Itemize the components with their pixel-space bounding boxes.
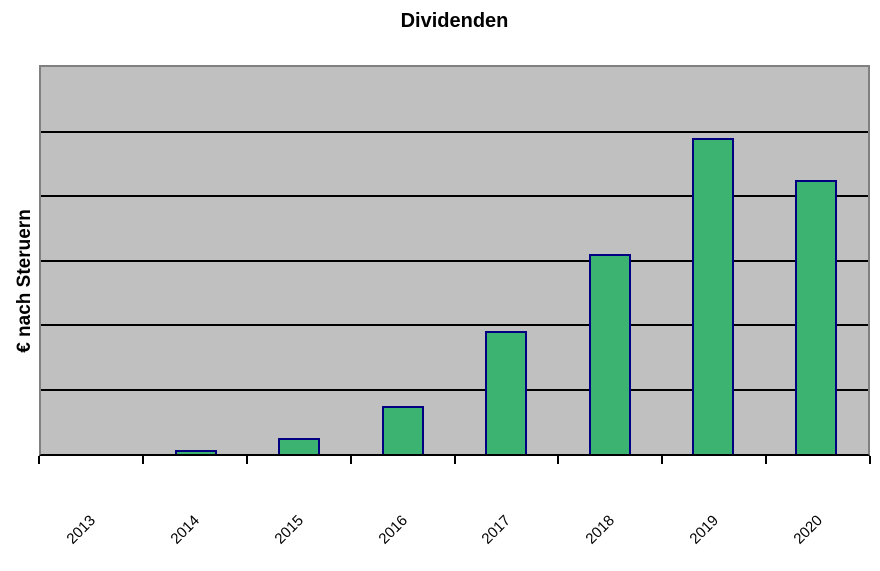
x-tick (869, 456, 871, 464)
bar-2019 (691, 137, 734, 454)
bar-2017 (485, 331, 528, 454)
x-tick (661, 456, 664, 464)
gridline (41, 259, 868, 262)
x-axis-label-2020: 2020 (790, 512, 827, 548)
x-tick (557, 456, 560, 464)
x-axis-label-2018: 2018 (582, 512, 619, 548)
x-tick (38, 456, 40, 464)
x-axis-label-2016: 2016 (374, 512, 411, 548)
x-tick (141, 456, 144, 464)
x-tick (765, 456, 768, 464)
gridline (41, 130, 868, 133)
y-axis-title-box: € nach Steruern (10, 85, 40, 476)
bar-2015 (278, 437, 321, 454)
y-axis-title: € nach Steruern (14, 208, 36, 353)
x-axis-label-2013: 2013 (63, 512, 99, 548)
x-axis-label-2015: 2015 (271, 512, 307, 548)
plot-area (39, 65, 870, 456)
x-axis-label-2017: 2017 (478, 512, 515, 548)
gridline (41, 195, 868, 197)
gridline (41, 388, 868, 391)
gridline (41, 324, 868, 326)
x-tick (453, 456, 456, 464)
x-tick (349, 456, 352, 464)
bar-2018 (588, 254, 631, 454)
bar-2016 (381, 405, 424, 454)
chart-title: Dividenden (400, 10, 509, 32)
x-tick (245, 456, 248, 464)
x-axis-label-2014: 2014 (167, 512, 203, 548)
bar-2020 (795, 179, 838, 454)
bar-2014 (175, 450, 218, 454)
x-axis-label-2019: 2019 (686, 512, 723, 548)
